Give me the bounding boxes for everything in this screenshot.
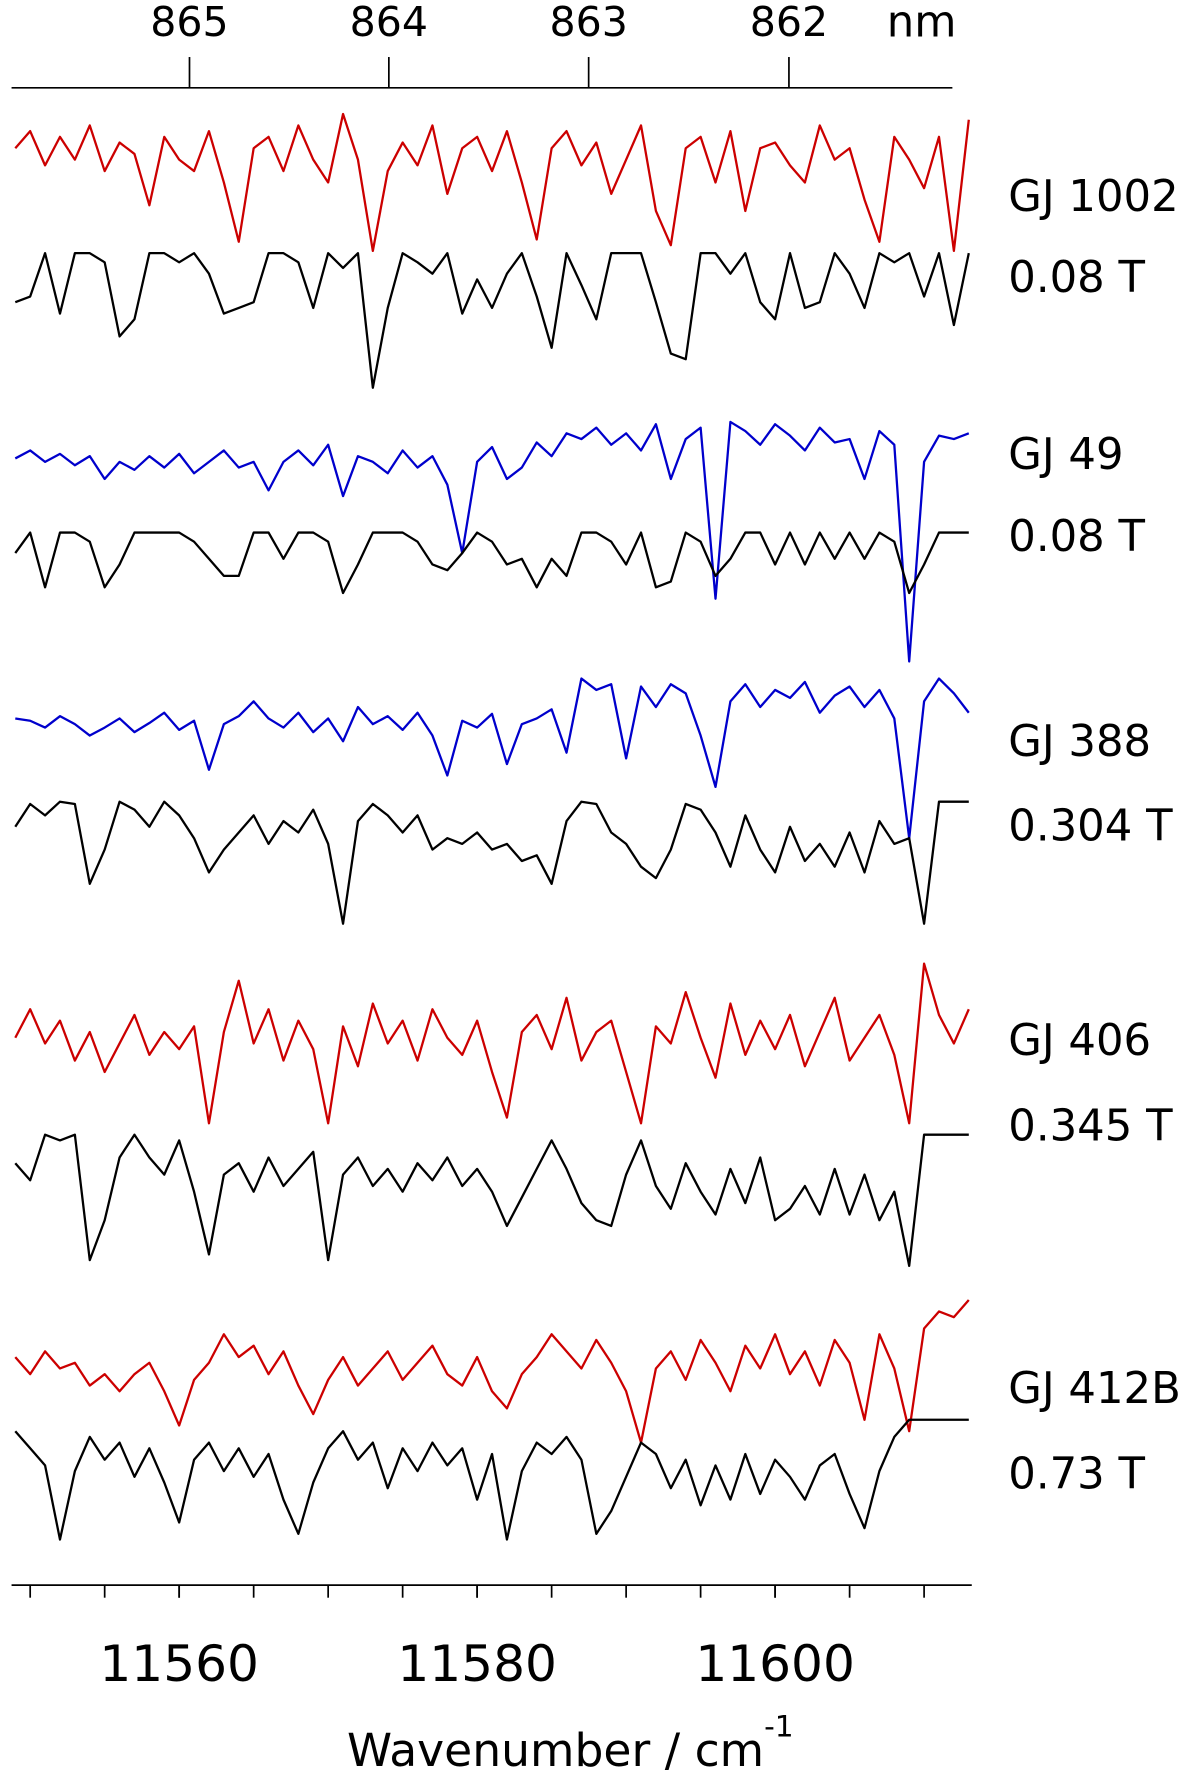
x-tick-label: 11600 — [695, 1634, 855, 1693]
top-tick-label: 864 — [350, 0, 428, 46]
x-axis-label: Wavenumber / cm-1 — [347, 1708, 794, 1776]
spectrum-line — [15, 677, 970, 840]
top-tick-label: 865 — [150, 0, 228, 46]
top-axis-unit: nm — [887, 0, 957, 48]
series-label: 0.08 T — [1008, 253, 1145, 303]
series-label: 0.345 T — [1008, 1101, 1173, 1151]
spectrum-line — [14, 252, 970, 389]
spectrum-line — [14, 962, 970, 1125]
spectrum-line — [14, 1418, 969, 1541]
spectrum-line — [14, 1299, 970, 1444]
series-label: 0.73 T — [1008, 1449, 1145, 1499]
series-label: GJ 406 — [1008, 1016, 1151, 1066]
series-label: GJ 49 — [1008, 430, 1123, 480]
spectrum-line — [14, 531, 969, 595]
x-tick-label: 11560 — [99, 1634, 259, 1693]
spectrum-line — [14, 800, 969, 925]
spectrum-line — [14, 112, 970, 253]
x-axis-label-text: Wavenumber / cm — [347, 1723, 764, 1776]
x-axis-label-sup: -1 — [764, 1708, 794, 1743]
series-label: GJ 1002 — [1008, 172, 1178, 222]
x-tick-label: 11580 — [397, 1634, 557, 1693]
spectrum-line — [14, 420, 970, 663]
top-tick-label: 862 — [750, 0, 828, 46]
top-tick-label: 863 — [549, 0, 627, 46]
series-label: GJ 412B — [1008, 1364, 1181, 1414]
series-label: 0.08 T — [1008, 512, 1145, 562]
series-label: 0.304 T — [1008, 802, 1173, 852]
series-label: GJ 388 — [1008, 717, 1151, 767]
spectrum-line — [14, 1133, 969, 1267]
